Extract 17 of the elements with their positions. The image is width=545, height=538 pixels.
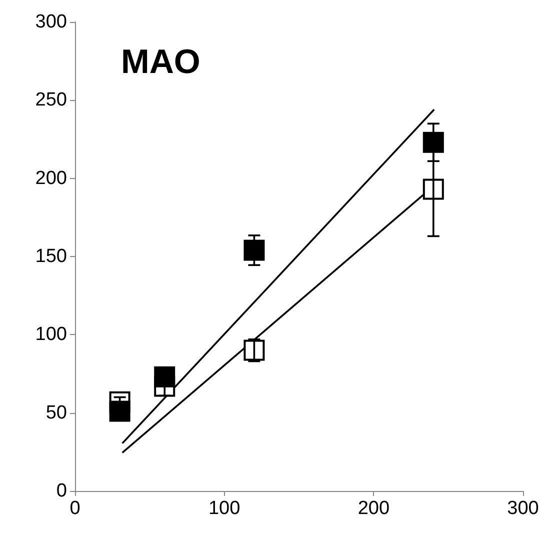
x-tick-label: 0 <box>70 498 80 519</box>
y-tick-label: 50 <box>46 402 67 424</box>
point <box>109 400 130 422</box>
point <box>422 132 444 153</box>
x-tick-label: 200 <box>358 498 390 519</box>
y-tick-label: 150 <box>35 246 67 267</box>
point <box>154 366 176 388</box>
y-tick-label: 100 <box>35 324 67 346</box>
y-tick-label: 250 <box>35 90 67 111</box>
y-tick-label: 300 <box>35 12 67 32</box>
y-tick-label: 0 <box>56 480 67 502</box>
point <box>244 340 265 361</box>
x-tick-label: 100 <box>208 498 240 519</box>
y-tick-label: 200 <box>35 168 67 189</box>
x-tick-label: 300 <box>507 498 539 519</box>
text: MAO <box>121 43 200 81</box>
point <box>244 240 265 261</box>
